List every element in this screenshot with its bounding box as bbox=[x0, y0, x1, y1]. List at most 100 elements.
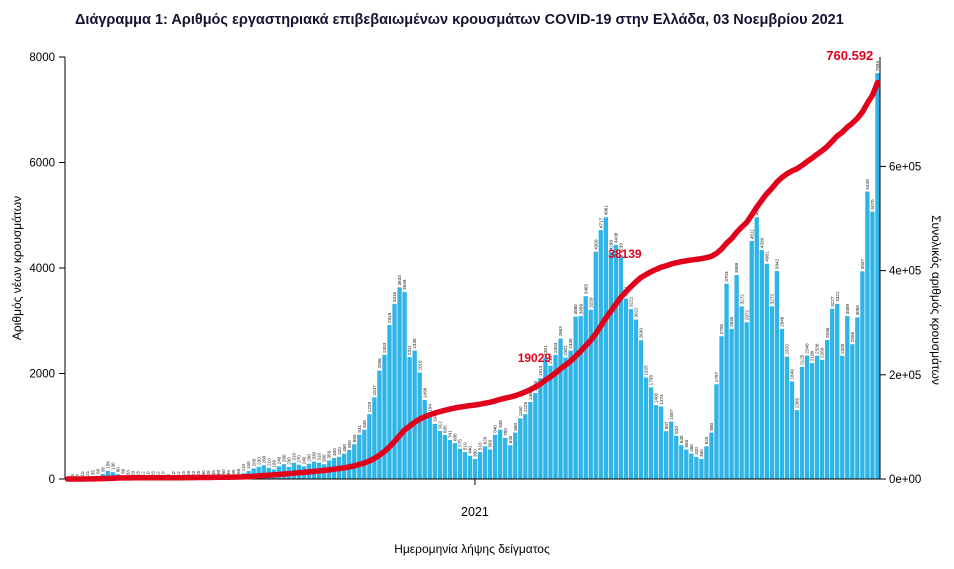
svg-text:1150: 1150 bbox=[518, 406, 523, 416]
svg-text:130: 130 bbox=[110, 462, 115, 470]
svg-text:741: 741 bbox=[448, 430, 453, 438]
svg-text:60: 60 bbox=[121, 468, 126, 474]
svg-text:10: 10 bbox=[171, 471, 176, 477]
svg-text:3080: 3080 bbox=[573, 304, 578, 315]
svg-text:240: 240 bbox=[276, 456, 281, 464]
svg-text:45: 45 bbox=[231, 469, 236, 475]
svg-text:2260: 2260 bbox=[820, 347, 825, 358]
svg-text:2353: 2353 bbox=[553, 342, 558, 353]
svg-text:280: 280 bbox=[281, 454, 286, 462]
svg-text:510: 510 bbox=[478, 442, 483, 450]
svg-text:290: 290 bbox=[307, 454, 312, 462]
svg-text:4000: 4000 bbox=[29, 263, 55, 275]
svg-text:60: 60 bbox=[236, 468, 241, 474]
svg-text:2846: 2846 bbox=[780, 316, 785, 327]
svg-text:2335: 2335 bbox=[840, 343, 845, 354]
svg-text:560: 560 bbox=[684, 439, 689, 447]
svg-text:3089: 3089 bbox=[845, 303, 850, 314]
svg-text:6e+05: 6e+05 bbox=[889, 161, 921, 173]
svg-text:550: 550 bbox=[347, 440, 352, 448]
svg-text:2435: 2435 bbox=[568, 338, 573, 349]
svg-text:50: 50 bbox=[221, 469, 226, 475]
svg-text:90: 90 bbox=[115, 467, 120, 473]
milestone-annotations: 19029 38139 760.592 bbox=[518, 48, 874, 365]
svg-text:3272: 3272 bbox=[739, 294, 744, 305]
svg-text:2556: 2556 bbox=[850, 332, 855, 343]
svg-text:420: 420 bbox=[694, 447, 699, 455]
svg-text:3: 3 bbox=[70, 474, 75, 477]
svg-text:3937: 3937 bbox=[860, 259, 865, 270]
svg-text:835: 835 bbox=[442, 425, 447, 433]
svg-text:2706: 2706 bbox=[719, 324, 724, 335]
svg-text:1044: 1044 bbox=[432, 411, 437, 422]
svg-text:15: 15 bbox=[181, 471, 186, 477]
svg-text:1228: 1228 bbox=[523, 402, 528, 413]
svg-text:5449: 5449 bbox=[865, 179, 870, 190]
svg-text:3321: 3321 bbox=[835, 291, 840, 302]
svg-text:620: 620 bbox=[704, 436, 709, 444]
svg-text:4e+05: 4e+05 bbox=[889, 266, 921, 278]
svg-text:4239: 4239 bbox=[619, 243, 624, 254]
svg-text:2056: 2056 bbox=[377, 358, 382, 369]
svg-text:2021: 2021 bbox=[461, 505, 489, 519]
svg-text:2353: 2353 bbox=[382, 342, 387, 353]
svg-text:2636: 2636 bbox=[825, 327, 830, 338]
svg-text:840: 840 bbox=[493, 425, 498, 433]
svg-text:3065: 3065 bbox=[855, 305, 860, 316]
svg-text:440: 440 bbox=[468, 446, 473, 454]
svg-text:2435: 2435 bbox=[412, 338, 417, 349]
svg-text:310: 310 bbox=[317, 452, 322, 460]
annotation-label: 760.592 bbox=[826, 48, 873, 63]
svg-text:3273: 3273 bbox=[769, 294, 774, 305]
svg-text:2340: 2340 bbox=[805, 343, 810, 354]
svg-text:28: 28 bbox=[206, 470, 211, 476]
svg-text:575: 575 bbox=[458, 439, 463, 447]
svg-text:10: 10 bbox=[146, 471, 151, 477]
svg-text:4511: 4511 bbox=[749, 229, 754, 239]
svg-text:8000: 8000 bbox=[29, 52, 55, 64]
svg-text:480: 480 bbox=[342, 444, 347, 452]
svg-text:12: 12 bbox=[141, 471, 146, 477]
svg-text:20: 20 bbox=[131, 470, 136, 476]
svg-text:1400: 1400 bbox=[654, 392, 659, 403]
svg-text:310: 310 bbox=[292, 452, 297, 460]
svg-text:3089: 3089 bbox=[578, 303, 583, 314]
svg-text:7: 7 bbox=[75, 474, 80, 477]
svg-text:1460: 1460 bbox=[528, 389, 533, 400]
svg-text:25: 25 bbox=[196, 470, 201, 476]
svg-text:6000: 6000 bbox=[29, 158, 55, 170]
svg-text:1498: 1498 bbox=[422, 387, 427, 398]
svg-text:4717: 4717 bbox=[598, 218, 603, 229]
svg-text:4438: 4438 bbox=[614, 232, 619, 243]
chart-title: Διάγραμμα 1: Αριθμός εργαστηριακά επιβεβ… bbox=[75, 12, 844, 28]
svg-text:4961: 4961 bbox=[603, 205, 608, 216]
cumulative-cases-line bbox=[64, 79, 881, 482]
svg-text:180: 180 bbox=[271, 459, 276, 467]
svg-text:150: 150 bbox=[246, 461, 251, 469]
svg-text:30: 30 bbox=[201, 470, 206, 476]
svg-text:1925: 1925 bbox=[644, 365, 649, 376]
svg-text:820: 820 bbox=[674, 426, 679, 434]
svg-text:12: 12 bbox=[176, 471, 181, 477]
svg-text:841: 841 bbox=[357, 424, 362, 432]
svg-text:1374: 1374 bbox=[659, 394, 664, 405]
svg-text:95: 95 bbox=[100, 466, 105, 472]
svg-text:10: 10 bbox=[161, 471, 166, 477]
svg-text:1087: 1087 bbox=[669, 409, 674, 420]
svg-text:1738: 1738 bbox=[649, 375, 654, 386]
svg-text:1849: 1849 bbox=[790, 369, 795, 380]
svg-text:2311: 2311 bbox=[407, 345, 412, 355]
axis-tick-labels: 020004000600080000e+002e+054e+056e+05202… bbox=[29, 52, 921, 519]
svg-text:1194: 1194 bbox=[427, 404, 432, 414]
svg-text:880: 880 bbox=[709, 422, 714, 430]
svg-text:400: 400 bbox=[332, 448, 337, 456]
svg-text:4309: 4309 bbox=[593, 239, 598, 250]
svg-text:880: 880 bbox=[513, 422, 518, 430]
svg-text:2663: 2663 bbox=[558, 326, 563, 337]
svg-text:330: 330 bbox=[312, 451, 317, 459]
svg-text:33: 33 bbox=[126, 470, 131, 476]
svg-text:1547: 1547 bbox=[372, 385, 377, 396]
svg-text:560: 560 bbox=[488, 439, 493, 447]
svg-text:2000: 2000 bbox=[29, 369, 55, 381]
svg-text:3868: 3868 bbox=[734, 262, 739, 273]
